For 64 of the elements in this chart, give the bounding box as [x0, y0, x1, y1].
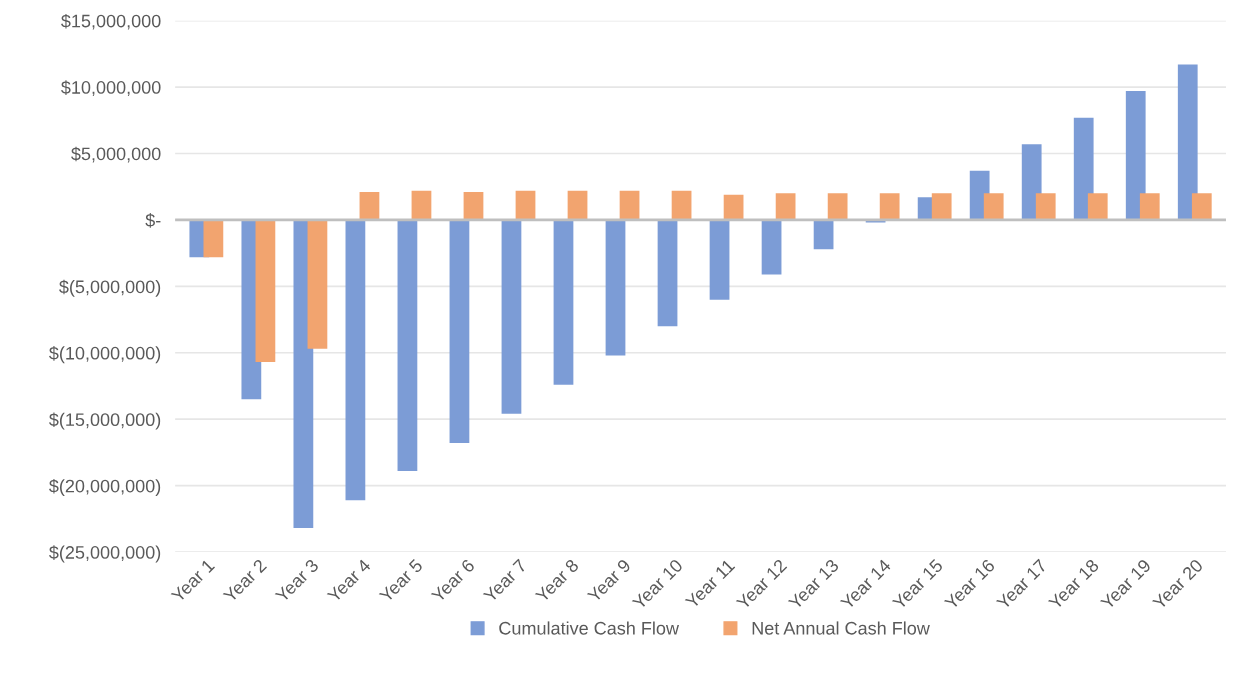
bar — [605, 219, 626, 356]
bar — [1139, 193, 1160, 220]
bar — [553, 219, 574, 385]
x-tick-label: Year 17 — [995, 558, 1048, 611]
bar — [709, 219, 730, 300]
bar — [761, 219, 782, 275]
bar — [515, 190, 536, 220]
bar — [567, 190, 588, 220]
y-tick-label: $(25,000,000) — [49, 545, 161, 563]
bar — [983, 193, 1004, 220]
bar — [931, 193, 952, 220]
bar — [813, 219, 834, 250]
x-tick-label: Year 10 — [631, 558, 684, 611]
x-tick-label: Year 18 — [1047, 558, 1100, 611]
bar — [1087, 193, 1108, 220]
bar — [463, 192, 484, 220]
bar — [1191, 193, 1212, 220]
bar — [879, 193, 900, 220]
bar — [619, 190, 640, 220]
bar — [307, 219, 328, 349]
bar — [255, 219, 276, 363]
bar — [827, 193, 848, 220]
y-tick-label: $15,000,000 — [61, 13, 161, 30]
x-tick-label: Year 6 — [430, 558, 476, 604]
x-tick-label: Year 8 — [534, 558, 580, 604]
x-tick-label: Year 11 — [684, 558, 736, 610]
y-tick-label: $- — [145, 213, 161, 228]
x-tick-label: Year 3 — [274, 558, 320, 604]
bar — [1035, 193, 1056, 220]
y-tick-label: $(10,000,000) — [49, 346, 161, 364]
bar — [657, 219, 678, 327]
bar — [723, 194, 744, 220]
y-tick-label: $(15,000,000) — [49, 412, 161, 430]
legend-label: Net Annual Cash Flow — [752, 621, 930, 635]
legend-label: Cumulative Cash Flow — [499, 621, 680, 635]
x-tick-label: Year 19 — [1099, 558, 1152, 611]
x-tick-label: Year 9 — [586, 558, 632, 604]
x-tick-label: Year 15 — [891, 558, 944, 611]
x-tick-label: Year 16 — [943, 558, 996, 611]
x-tick-label: Year 4 — [326, 558, 372, 604]
bar — [1073, 117, 1094, 220]
bar — [345, 219, 366, 501]
bar — [359, 192, 380, 220]
x-tick-label: Year 5 — [378, 558, 424, 604]
y-tick-label: $(5,000,000) — [59, 279, 161, 297]
x-tick-label: Year 2 — [222, 558, 268, 604]
bar — [411, 190, 432, 220]
y-tick-label: $(20,000,000) — [49, 478, 161, 496]
bar — [671, 190, 692, 220]
x-tick-label: Year 7 — [482, 558, 528, 604]
x-tick-label: Year 12 — [735, 558, 788, 611]
x-tick-label: Year 14 — [839, 558, 892, 611]
x-tick-label: Year 20 — [1151, 558, 1204, 611]
x-tick-label: Year 1 — [170, 558, 216, 604]
bar — [449, 219, 470, 444]
bar — [397, 219, 418, 471]
y-tick-label: $10,000,000 — [61, 80, 161, 96]
y-tick-label: $5,000,000 — [71, 146, 161, 163]
bar — [203, 219, 224, 258]
bar — [1125, 91, 1146, 220]
x-tick-label: Year 13 — [787, 558, 840, 611]
bar — [501, 219, 522, 414]
bar — [1177, 64, 1198, 220]
bar — [775, 193, 796, 220]
